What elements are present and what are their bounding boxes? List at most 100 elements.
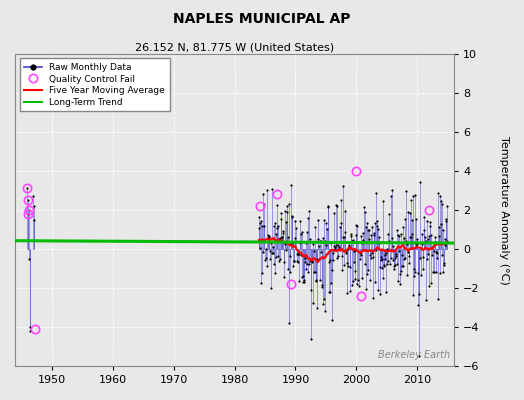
Point — [351, 267, 359, 274]
Point — [355, 250, 364, 256]
Point — [438, 201, 446, 207]
Point — [390, 262, 399, 268]
Point — [299, 279, 307, 286]
Point — [390, 263, 398, 270]
Point — [436, 270, 444, 276]
Point — [329, 257, 337, 264]
Point — [268, 244, 277, 250]
Point — [281, 246, 290, 253]
Point — [292, 251, 301, 257]
Legend: Raw Monthly Data, Quality Control Fail, Five Year Moving Average, Long-Term Tren: Raw Monthly Data, Quality Control Fail, … — [19, 58, 170, 112]
Point — [286, 269, 294, 276]
Point — [349, 278, 357, 284]
Point — [350, 258, 358, 265]
Point — [279, 230, 288, 236]
Point — [30, 216, 38, 223]
Point — [274, 223, 282, 230]
Point — [430, 268, 438, 275]
Point — [399, 224, 407, 230]
Point — [325, 288, 333, 295]
Point — [372, 246, 380, 253]
Point — [386, 260, 394, 267]
Point — [314, 217, 323, 224]
Point — [313, 304, 321, 311]
Point — [331, 244, 339, 250]
Point — [310, 248, 319, 254]
Point — [328, 267, 336, 274]
Point — [303, 215, 312, 222]
Text: NAPLES MUNICIPAL AP: NAPLES MUNICIPAL AP — [173, 12, 351, 26]
Point — [290, 258, 298, 264]
Point — [339, 183, 347, 190]
Point — [291, 218, 299, 224]
Point — [443, 203, 452, 210]
Point — [335, 224, 344, 230]
Point — [343, 260, 351, 266]
Point — [346, 288, 354, 294]
Point — [312, 276, 320, 283]
Point — [288, 213, 296, 220]
Point — [280, 258, 288, 265]
Point — [301, 259, 309, 265]
Point — [326, 289, 334, 296]
Point — [395, 248, 403, 255]
Point — [342, 250, 351, 256]
Point — [312, 278, 321, 284]
Point — [267, 186, 276, 192]
Point — [343, 290, 352, 297]
Point — [365, 226, 373, 233]
Point — [373, 218, 381, 225]
Point — [317, 249, 325, 256]
Point — [409, 192, 417, 199]
Point — [261, 255, 270, 261]
Point — [424, 233, 433, 239]
Point — [423, 236, 432, 242]
Point — [259, 190, 267, 197]
Point — [396, 281, 405, 287]
Point — [297, 252, 305, 258]
Point — [298, 273, 307, 280]
Point — [377, 254, 385, 260]
Point — [414, 270, 423, 276]
Point — [23, 185, 31, 192]
Point — [266, 256, 274, 262]
Point — [337, 253, 346, 259]
Point — [335, 246, 343, 253]
Point — [298, 228, 306, 235]
Point — [350, 248, 358, 254]
Point — [332, 201, 340, 208]
Point — [322, 220, 331, 227]
Point — [407, 197, 416, 204]
Point — [330, 242, 338, 249]
Point — [348, 282, 356, 288]
Point — [426, 223, 434, 229]
Point — [270, 261, 278, 268]
Point — [435, 193, 444, 200]
Point — [308, 258, 316, 264]
Point — [265, 248, 274, 254]
Point — [409, 292, 418, 298]
Point — [282, 219, 290, 226]
Point — [365, 252, 374, 258]
Point — [257, 218, 265, 225]
Point — [427, 232, 435, 238]
Point — [310, 269, 318, 275]
Point — [323, 203, 332, 210]
Point — [267, 284, 275, 291]
Point — [394, 232, 402, 238]
Point — [256, 245, 264, 251]
Point — [431, 234, 440, 240]
Point — [357, 240, 366, 246]
Point — [258, 270, 267, 276]
Point — [369, 230, 378, 236]
Point — [306, 236, 314, 242]
Point — [308, 259, 316, 265]
Point — [320, 296, 329, 302]
Point — [366, 277, 374, 284]
Point — [414, 302, 422, 309]
Point — [281, 241, 290, 248]
Point — [433, 296, 442, 302]
Point — [416, 179, 424, 186]
Point — [352, 232, 360, 238]
Point — [25, 256, 34, 262]
